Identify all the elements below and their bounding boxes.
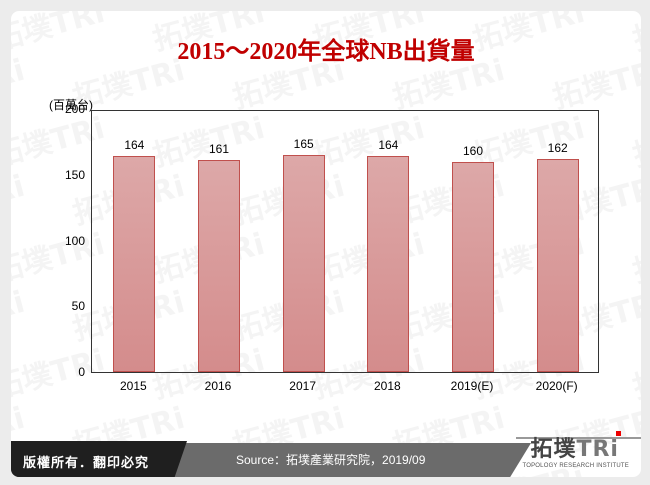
logo-subtitle: TOPOLOGY RESEARCH INSTITUTE	[522, 463, 629, 469]
x-tick-label: 2015	[119, 379, 147, 393]
bar-value-label: 162	[547, 140, 568, 155]
bar-value-label: 164	[124, 138, 145, 153]
x-tick-label: 2019(E)	[450, 379, 494, 393]
bar-2018	[367, 156, 410, 372]
tri-logo: 拓墣TRi TOPOLOGY RESEARCH INSTITUTE	[522, 431, 629, 469]
chart-card: 拓墣TRi拓墣TRi拓墣TRi拓墣TRi拓墣TRi拓墣TRi拓墣TRi拓墣TRi…	[11, 11, 641, 477]
x-tick-label: 2016	[204, 379, 232, 393]
logo-tri: TRi	[576, 437, 619, 462]
bar-2016	[198, 160, 240, 372]
y-axis-unit-label: (百萬台)	[49, 98, 93, 112]
x-tick-label: 2020(F)	[535, 379, 578, 393]
y-tick-label: 0	[78, 365, 85, 379]
bar-value-label: 161	[208, 142, 230, 157]
watermark-text: 拓墣TRi	[11, 277, 29, 349]
footer: 版權所有．翻印必究 Source：拓墣產業研究院，2019/09 拓墣TRi T…	[11, 431, 641, 477]
chart-title: 2015～2020年全球NB出貨量	[177, 39, 475, 65]
bar-2020(F)	[536, 158, 579, 372]
logo-red-dot	[615, 431, 621, 436]
copyright-notice: 版權所有．翻印必究	[11, 441, 187, 477]
bar-2015	[113, 156, 156, 372]
x-tick-label: 2017	[289, 379, 316, 393]
watermark-text: 拓墣TRi	[11, 161, 29, 233]
y-tick-label: 200	[64, 102, 85, 116]
logo-divider	[516, 437, 641, 439]
x-tick-label: 2018	[373, 379, 401, 393]
bar-2017	[282, 155, 325, 372]
bar-2019(E)	[452, 161, 494, 372]
source-text: Source：拓墣產業研究院，2019/09	[236, 453, 426, 467]
logo-chinese: 拓墣	[530, 436, 577, 461]
y-tick-label: 100	[64, 233, 85, 248]
y-tick-label: 150	[64, 167, 85, 182]
watermark-text: 拓墣TRi	[627, 103, 641, 175]
watermark-text: 拓墣TRi	[627, 219, 641, 291]
y-tick-label: 50	[71, 299, 85, 314]
bar-value-label: 160	[462, 143, 484, 158]
bar-value-label: 164	[378, 138, 399, 153]
plot-area: 164 161 165 164 160 162	[91, 110, 599, 373]
watermark-text: 拓墣TRi	[627, 335, 641, 407]
bar-value-label: 165	[293, 137, 314, 152]
